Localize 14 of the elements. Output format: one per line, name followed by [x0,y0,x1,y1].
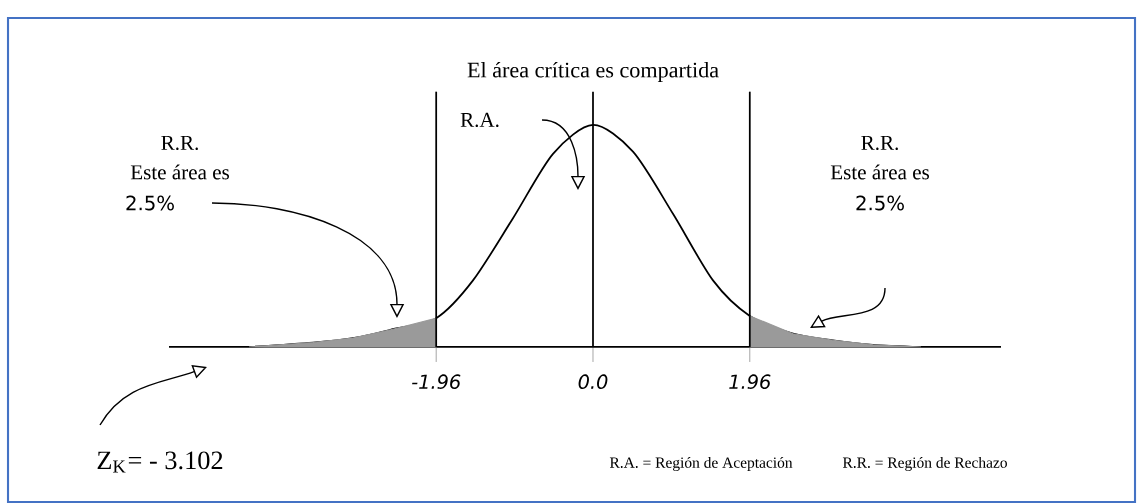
annotation: R.A. [460,112,499,128]
x-tick-label: 0.0 [578,374,608,390]
text: R.R. = Región de Rechazo [842,456,1007,472]
annotation: R.R. [861,135,898,151]
annotation: Este área es [830,164,930,180]
x-tick-label: -1.96 [412,374,461,390]
chart-title: El área crítica es compartida [467,61,719,83]
text: Z$_{K}$= - 3.102 [97,451,223,473]
annotation: 2.5% [126,195,174,211]
annotation: 2.5% [856,195,904,211]
annotation: R.R. [161,135,198,151]
text: R.A. = Región de Aceptación [609,456,793,472]
annotation: Este área es [130,164,230,180]
x-tick-label: 1.96 [729,374,771,390]
